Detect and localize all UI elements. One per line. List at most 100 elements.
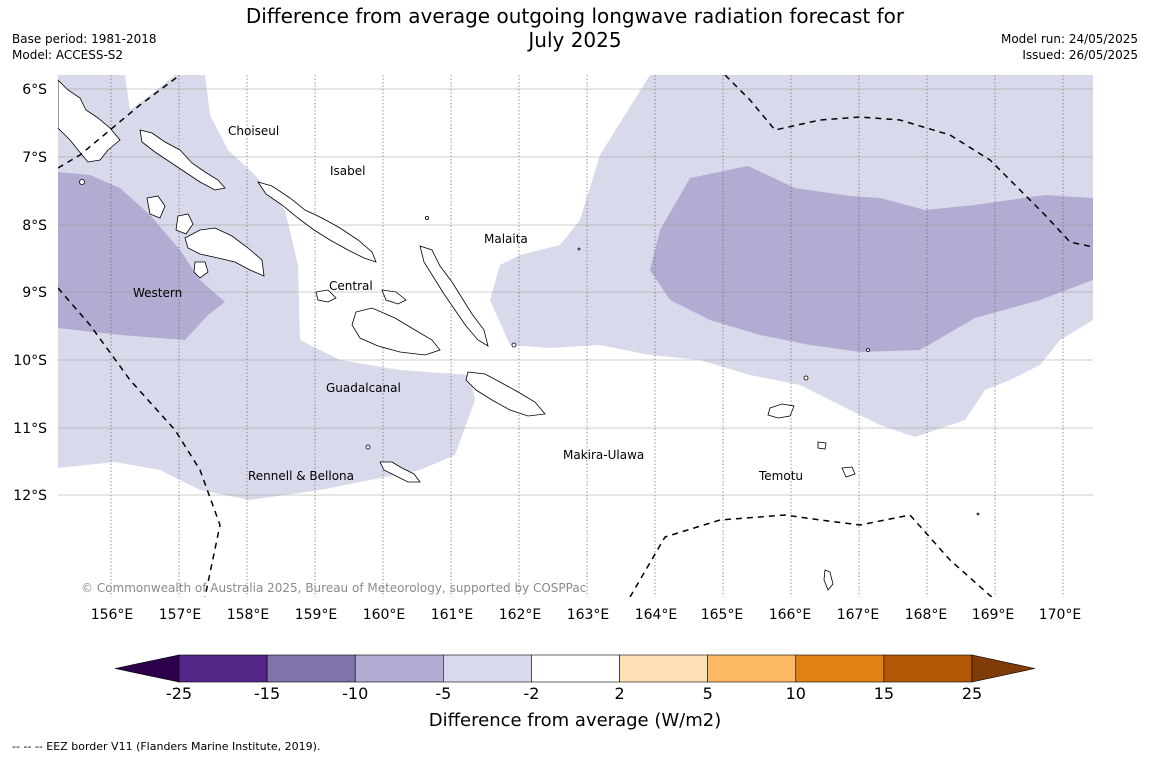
title-line-1: Difference from average outgoing longwav… [245,4,905,28]
island-ontong-java [424,215,429,220]
lon-label: 168°E [905,607,948,623]
region-label-temotu: Temotu [758,469,803,483]
island-shortland [79,179,85,185]
lon-label: 162°E [499,607,542,623]
eez-border-south-east [629,514,993,597]
region-labels: Choiseul Isabel Malaita Western Central … [133,124,803,483]
longitude-gridlines [110,75,1064,597]
region-label-rennell-bellona: Rennell & Bellona [248,469,354,483]
issued-date: Issued: 26/05/2025 [1022,48,1138,62]
lon-label: 159°E [295,607,338,623]
region-label-western: Western [133,286,182,300]
anomaly-medium-west [58,172,225,340]
island-new-georgia [184,227,265,277]
title-line-2: July 2025 [528,28,622,52]
island-utupua [817,441,827,450]
colorbar-tick-label: -10 [342,684,368,703]
eez-border-north-east [724,75,1093,248]
longitude-labels: 156°E 157°E 158°E 159°E 160°E 161°E 162°… [91,607,1082,623]
lat-label: 7°S [22,150,47,166]
island-guadalcanal [351,307,441,356]
colorbar-segment [707,654,797,683]
island-savo [365,444,371,450]
colorbar-segment [619,654,708,683]
lon-label: 169°E [972,607,1015,623]
island-rennell [379,461,421,483]
island-malaita [419,245,489,347]
colorbar-tick-label: 10 [786,684,806,703]
island-sikaiana [577,247,581,251]
lat-label: 8°S [22,218,47,234]
colorbar-label: Difference from average (W/m2) [429,710,721,731]
region-label-malaita: Malaita [484,232,528,246]
colorbar: -25 -15 -10 -5 -2 2 5 10 15 25 [114,654,1036,703]
anomaly-light-west [58,75,475,500]
lat-label: 10°S [13,353,47,369]
island-anuta [866,348,870,352]
island-bougainville [58,79,121,163]
lon-label: 167°E [837,607,880,623]
lon-label: 158°E [227,607,270,623]
copyright-notice: © Commonwealth of Australia 2025, Bureau… [81,581,586,595]
colorbar-segment [795,654,885,683]
lon-label: 163°E [567,607,610,623]
model-run: Model run: 24/05/2025 [1000,32,1138,46]
lat-label: 12°S [13,488,47,504]
island-kolombangara [175,213,194,235]
colorbar-segment [443,654,532,683]
lat-label: 11°S [13,421,47,437]
colorbar-segment [883,654,973,683]
lat-label: 9°S [22,285,47,301]
lon-label: 170°E [1039,607,1082,623]
colorbar-segment [178,654,268,683]
island-vanikoro [841,466,856,478]
eez-legend: -- -- -- EEZ border V11 (Flanders Marine… [12,740,321,753]
island-santa-isabel [257,181,377,263]
lat-label: 6°S [22,82,47,98]
lon-label: 160°E [363,607,406,623]
island-tikopia [823,569,834,591]
lon-label: 164°E [635,607,678,623]
colorbar-tick-label: -25 [166,684,192,703]
colorbar-tick-label: 25 [962,684,982,703]
island-vella-lavella [146,195,166,219]
anomaly-medium-east [650,166,1093,352]
lon-label: 157°E [159,607,202,623]
eez-border-west [58,287,221,597]
base-info: Base period: 1981-2018 Model: ACCESS-S2 [12,31,157,63]
coastlines [58,79,980,591]
island-makira [465,371,546,417]
colorbar-tick-label: 15 [874,684,894,703]
island-choiseul [139,129,226,191]
island-santa-cruz [767,403,795,419]
colorbar-segment [531,654,620,683]
colorbar-extend-low [114,654,180,683]
colorbar-extend-high [971,654,1036,683]
model-name: Model: ACCESS-S2 [12,48,124,62]
lon-label: 166°E [769,607,812,623]
run-info: Model run: 24/05/2025 Issued: 26/05/2025 [1001,31,1138,63]
colorbar-segment [354,654,444,683]
island-ulawa [511,342,517,348]
island-duff [976,512,980,516]
latitude-gridlines [58,88,1093,496]
base-period: Base period: 1981-2018 [12,32,157,46]
colorbar-tick-label: 2 [614,684,624,703]
island-florida [315,289,337,303]
latitude-labels: 6°S 7°S 8°S 9°S 10°S 11°S 12°S [13,82,47,504]
anomaly-fields [58,75,1093,500]
island-russell [381,289,407,305]
region-label-isabel: Isabel [330,164,365,178]
colorbar-tick-label: -2 [523,684,539,703]
map-title: Difference from average outgoing longwav… [0,4,1150,52]
region-label-central: Central [329,279,373,293]
colorbar-tick-label: -15 [254,684,280,703]
eez-borders [58,75,1093,597]
lon-label: 165°E [701,607,744,623]
island-rendova [193,261,209,279]
region-label-makira-ulawa: Makira-Ulawa [563,448,644,462]
colorbar-tick-label: -5 [435,684,451,703]
island-reef-islands [803,375,809,381]
colorbar-tick-label: 5 [703,684,713,703]
